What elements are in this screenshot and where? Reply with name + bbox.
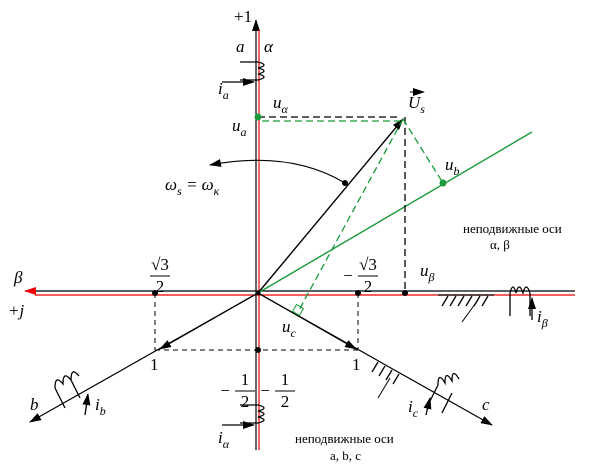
coils [54,61,536,429]
sign: − [220,381,230,400]
label-part: 1 [150,355,159,374]
sign: − [343,266,353,285]
label-part: i [95,395,100,414]
label-part: i [218,428,223,447]
label: неподвижные оси [463,221,562,236]
label: 1 [150,355,159,374]
subscript: a [241,125,247,139]
label-part: α [264,37,274,56]
subscript: s [420,102,425,116]
subscript: к [214,184,220,198]
label-part: U [408,93,422,112]
label-part: β [13,268,23,287]
label: α, β [490,237,510,252]
label: uc [282,317,297,340]
label: uα [273,93,289,116]
label: +j [8,301,24,320]
label-part: c [482,395,490,414]
label-part: a [236,37,245,56]
label-part: i [537,307,542,326]
label: c [482,395,490,414]
label: ωs = ωк [165,175,220,198]
label-part: u [420,261,429,280]
subscript: s [177,184,182,198]
label-part: +j [8,301,24,320]
denominator: 2 [241,392,250,411]
label: b [30,395,39,414]
subscript: b [100,404,106,418]
label-part: = ω [182,175,214,194]
denominator: 2 [156,277,165,296]
subscript: a [223,88,229,102]
numerator: √3 [151,255,169,274]
numerator: √3 [359,255,377,274]
sign: − [260,381,270,400]
denominator: 2 [281,392,290,411]
label: a, b, c [330,448,361,463]
denominator: 2 [364,277,373,296]
label: iα [218,428,230,451]
label: ub [445,155,460,178]
label: 1 [352,355,361,374]
label-part: u [232,116,241,135]
vectors [152,88,533,353]
label: ia [218,79,229,102]
subscript: β [428,270,435,284]
label-part: +1 [234,7,252,26]
label-part: ω [165,175,177,194]
label: uβ [420,261,435,284]
label-part: a, b, c [330,448,361,463]
label: неподвижные оси [295,431,394,446]
label-part: α, β [490,237,510,252]
label: iβ [537,307,548,330]
label: ua [232,116,247,139]
numerator: 1 [241,370,250,389]
subscript: α [282,102,289,116]
label: Us [408,93,425,116]
numerator: 1 [281,370,290,389]
label-part: i [408,397,413,416]
label-part: неподвижные оси [463,221,562,236]
label: ib [95,395,106,418]
label-part: u [445,155,454,174]
subscript: c [291,326,297,340]
label-part: u [273,93,282,112]
label-part: неподвижные оси [295,431,394,446]
label: β [13,268,23,287]
label-part: u [282,317,291,336]
subscript: b [454,164,460,178]
subscript: c [413,406,419,420]
label-part: 1 [352,355,361,374]
label: α [264,37,274,56]
label: ic [408,397,419,420]
label: a [236,37,245,56]
subscript: α [223,437,230,451]
label-part: b [30,395,39,414]
subscript: β [541,316,548,330]
label-part: i [218,79,223,98]
label: +1 [234,7,252,26]
